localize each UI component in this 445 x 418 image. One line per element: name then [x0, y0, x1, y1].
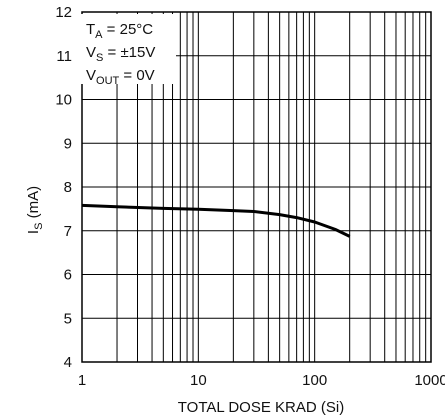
y-axis-label: IS (mA): [25, 186, 45, 234]
annotation-line: VS = ±15V: [86, 44, 155, 64]
y-tick-label: 11: [56, 48, 72, 65]
y-tick-label: 5: [64, 310, 72, 327]
x-tick-label: 10: [190, 372, 207, 389]
x-axis-label: TOTAL DOSE KRAD (Si): [178, 399, 344, 416]
y-tick-label: 7: [64, 223, 72, 240]
x-tick-label: 1: [78, 372, 86, 389]
conditions-annotation: TA = 25°C VS = ±15V VOUT = 0V: [86, 21, 155, 87]
tick-labels: 4 5 6 7 8 9 10 11 12 1 10 100 1000: [55, 4, 445, 389]
y-tick-label: 4: [64, 354, 72, 371]
supply-current-line: [81, 203, 351, 238]
plot-border: [81, 11, 432, 363]
x-tick-label: 1000: [414, 372, 445, 389]
annotation-line: TA = 25°C: [86, 21, 153, 41]
y-axis-label-sub: S: [33, 223, 45, 230]
annotation-line: VOUT = 0V: [86, 67, 155, 87]
y-axis-label-unit: (mA): [25, 186, 42, 223]
y-tick-label: 12: [55, 4, 72, 21]
y-tick-label: 10: [55, 92, 72, 109]
y-tick-label: 9: [64, 135, 72, 152]
y-tick-label: 6: [64, 267, 72, 284]
series-layer: [81, 203, 351, 238]
annotation-box: [76, 14, 176, 84]
y-tick-label: 8: [64, 179, 72, 196]
x-tick-label: 100: [302, 372, 327, 389]
y-axis-label-main: I: [25, 230, 42, 234]
grid: [82, 12, 431, 362]
plot-frame: [81, 11, 432, 363]
